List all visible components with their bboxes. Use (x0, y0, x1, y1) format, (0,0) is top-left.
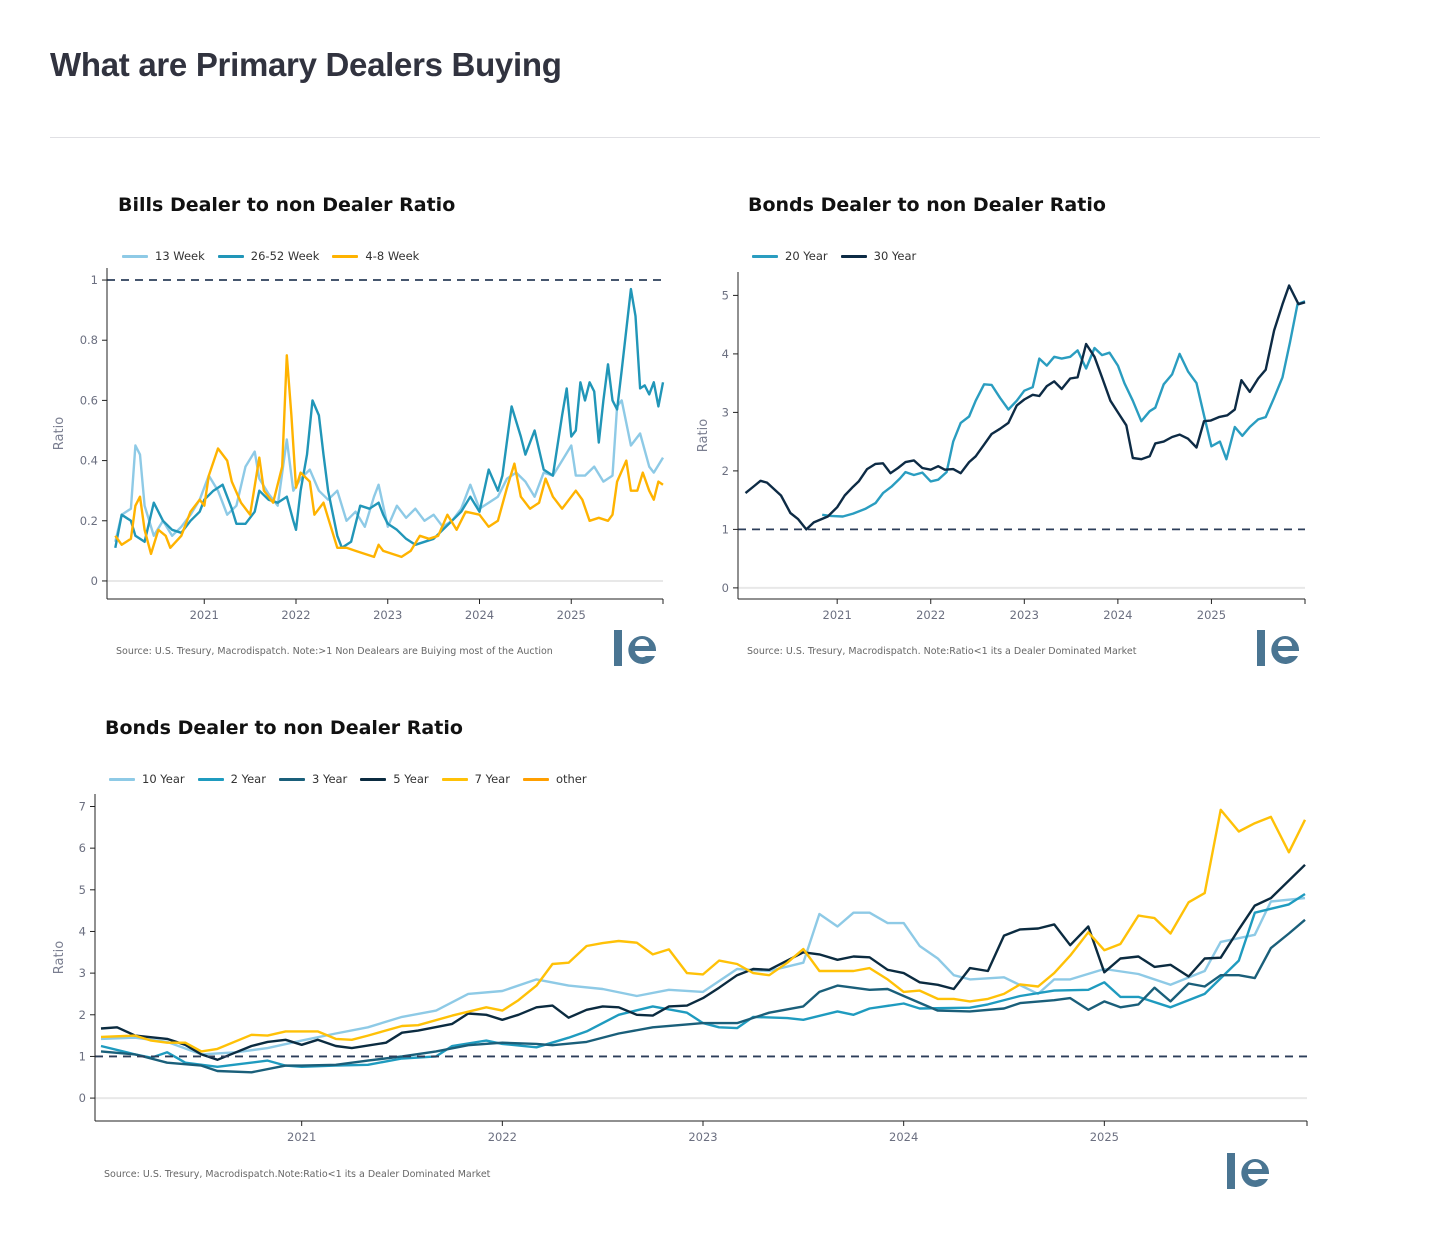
legend-label: 10 Year (142, 772, 185, 786)
legend-swatch (217, 254, 244, 258)
bills-x-tick-label: 2023 (373, 608, 402, 622)
bonds-short-y-tick-label: 0 (79, 1091, 86, 1105)
legend-swatch (197, 777, 224, 781)
bonds-short-y-tick-label: 6 (79, 841, 86, 855)
ie-logo (1257, 630, 1300, 666)
legend-label: 5 Year (393, 772, 429, 786)
legend-label: 30 Year (873, 249, 917, 263)
bonds-long-x-tick-label: 2023 (1010, 608, 1039, 622)
bonds-long-y-tick-label: 5 (722, 288, 729, 302)
legend-item-13-week[interactable]: 13 Week (122, 249, 205, 263)
bills-y-tick-label: 1 (91, 273, 98, 287)
bonds-long-y-axis-title: Ratio (696, 419, 711, 452)
bonds-short-series-7-year (100, 808, 1307, 1053)
bonds-long-x-tick-label: 2022 (916, 608, 945, 622)
legend-label: 13 Week (155, 249, 205, 263)
ie-logo (614, 630, 657, 666)
bonds-short-series-10-year (100, 896, 1306, 1056)
bonds-long-x-tick-label: 2024 (1103, 608, 1132, 622)
bills-x-tick-label: 2024 (465, 608, 494, 622)
bonds-short-x-tick-label: 2023 (688, 1130, 717, 1144)
bills-x-tick-label: 2025 (557, 608, 586, 622)
legend-item-other[interactable]: other (522, 772, 587, 786)
bonds-long-y-tick-label: 4 (722, 347, 729, 361)
legend-item-26-52-week[interactable]: 26-52 Week (217, 249, 320, 263)
bills-series-13-week (114, 399, 665, 543)
bills-x-tick-label: 2022 (281, 608, 310, 622)
legend-label: other (555, 772, 587, 786)
legend-item-4-8-week[interactable]: 4-8 Week (332, 249, 419, 263)
bonds-short-x-tick-label: 2024 (889, 1130, 918, 1144)
bills-y-tick-label: 0.6 (80, 393, 98, 407)
legend-label: 26-52 Week (250, 249, 320, 263)
bonds-short-y-tick-label: 1 (79, 1049, 86, 1063)
legend-item-2-year[interactable]: 2 Year (197, 772, 266, 786)
legend-item-3-year[interactable]: 3 Year (278, 772, 348, 786)
bonds-short-y-tick-label: 2 (79, 1008, 86, 1022)
bills-y-tick-label: 0.2 (80, 514, 98, 528)
bills-y-axis-title: Ratio (52, 417, 67, 450)
bills-y-tick-label: 0.4 (80, 454, 98, 468)
legend-swatch (360, 777, 387, 781)
legend-swatch (522, 777, 549, 781)
bills-chart-title: Bills Dealer to non Dealer Ratio (118, 194, 456, 216)
legend-label: 4-8 Week (365, 249, 420, 263)
legend-label: 3 Year (311, 772, 348, 786)
bonds-long-x-tick-label: 2021 (823, 608, 852, 622)
legend-label: 20 Year (785, 249, 828, 263)
bonds-short-x-tick-label: 2021 (287, 1130, 316, 1144)
bonds-short-series-3-year (100, 918, 1306, 1074)
ie-logo (1227, 1153, 1270, 1189)
bonds-short-chart-title: Bonds Dealer to non Dealer Ratio (105, 717, 463, 739)
legend-swatch (840, 254, 867, 258)
bonds-long-y-tick-label: 2 (722, 464, 729, 478)
bills-legend: 13 Week 26-52 Week 4-8 Week (122, 249, 432, 263)
legend-swatch (109, 777, 135, 781)
bonds-long-y-tick-label: 1 (722, 522, 729, 536)
legend-label: 2 Year (230, 772, 266, 786)
bonds-short-y-tick-label: 4 (79, 924, 86, 938)
bills-x-tick-label: 2021 (190, 608, 219, 622)
bills-source-note: Source: U.S. Tresury, Macrodispatch. Not… (116, 646, 553, 657)
page-title: What are Primary Dealers Buying (50, 46, 562, 83)
bonds-short-y-tick-label: 5 (79, 883, 86, 897)
bonds-long-y-tick-label: 0 (722, 581, 729, 595)
bonds-long-legend: 20 Year 30 Year (752, 249, 929, 263)
legend-swatch (278, 777, 305, 781)
legend-item-30-year[interactable]: 30 Year (840, 249, 917, 263)
bills-y-tick-label: 0.8 (80, 333, 98, 347)
bills-series-26-52-week (114, 287, 665, 549)
legend-label: 7 Year (474, 772, 510, 786)
bonds-long-series-30-year (744, 284, 1306, 531)
bonds-short-x-tick-label: 2025 (1090, 1130, 1119, 1144)
bills-y-tick-label: 0 (91, 574, 98, 588)
bonds-short-series-5-year (100, 863, 1306, 1061)
legend-swatch (752, 254, 778, 258)
legend-item-10-year[interactable]: 10 Year (109, 772, 185, 786)
bonds-long-x-tick-label: 2025 (1197, 608, 1226, 622)
bonds-short-y-tick-label: 3 (79, 966, 86, 980)
divider (50, 137, 1320, 138)
legend-swatch (332, 254, 359, 258)
legend-item-5-year[interactable]: 5 Year (360, 772, 429, 786)
bonds-long-source-note: Source: U.S. Tresury, Macrodispatch. Not… (747, 646, 1137, 657)
legend-item-7-year[interactable]: 7 Year (441, 772, 510, 786)
bonds-short-x-tick-label: 2022 (488, 1130, 517, 1144)
bills-series-4-8-week (114, 354, 664, 559)
bonds-short-legend: 10 Year 2 Year 3 Year 5 Year 7 Year othe… (109, 772, 600, 786)
bonds-long-series-20-year (822, 300, 1306, 518)
bonds-short-source-note: Source: U.S. Tresury, Macrodispatch.Note… (104, 1169, 491, 1180)
legend-swatch (441, 777, 468, 781)
bonds-short-y-axis-title: Ratio (52, 941, 67, 974)
bonds-long-y-tick-label: 3 (722, 405, 729, 419)
legend-swatch (122, 254, 148, 258)
legend-item-20-year[interactable]: 20 Year (752, 249, 828, 263)
bonds-short-y-tick-label: 7 (79, 799, 86, 813)
bonds-long-chart-title: Bonds Dealer to non Dealer Ratio (748, 194, 1106, 216)
